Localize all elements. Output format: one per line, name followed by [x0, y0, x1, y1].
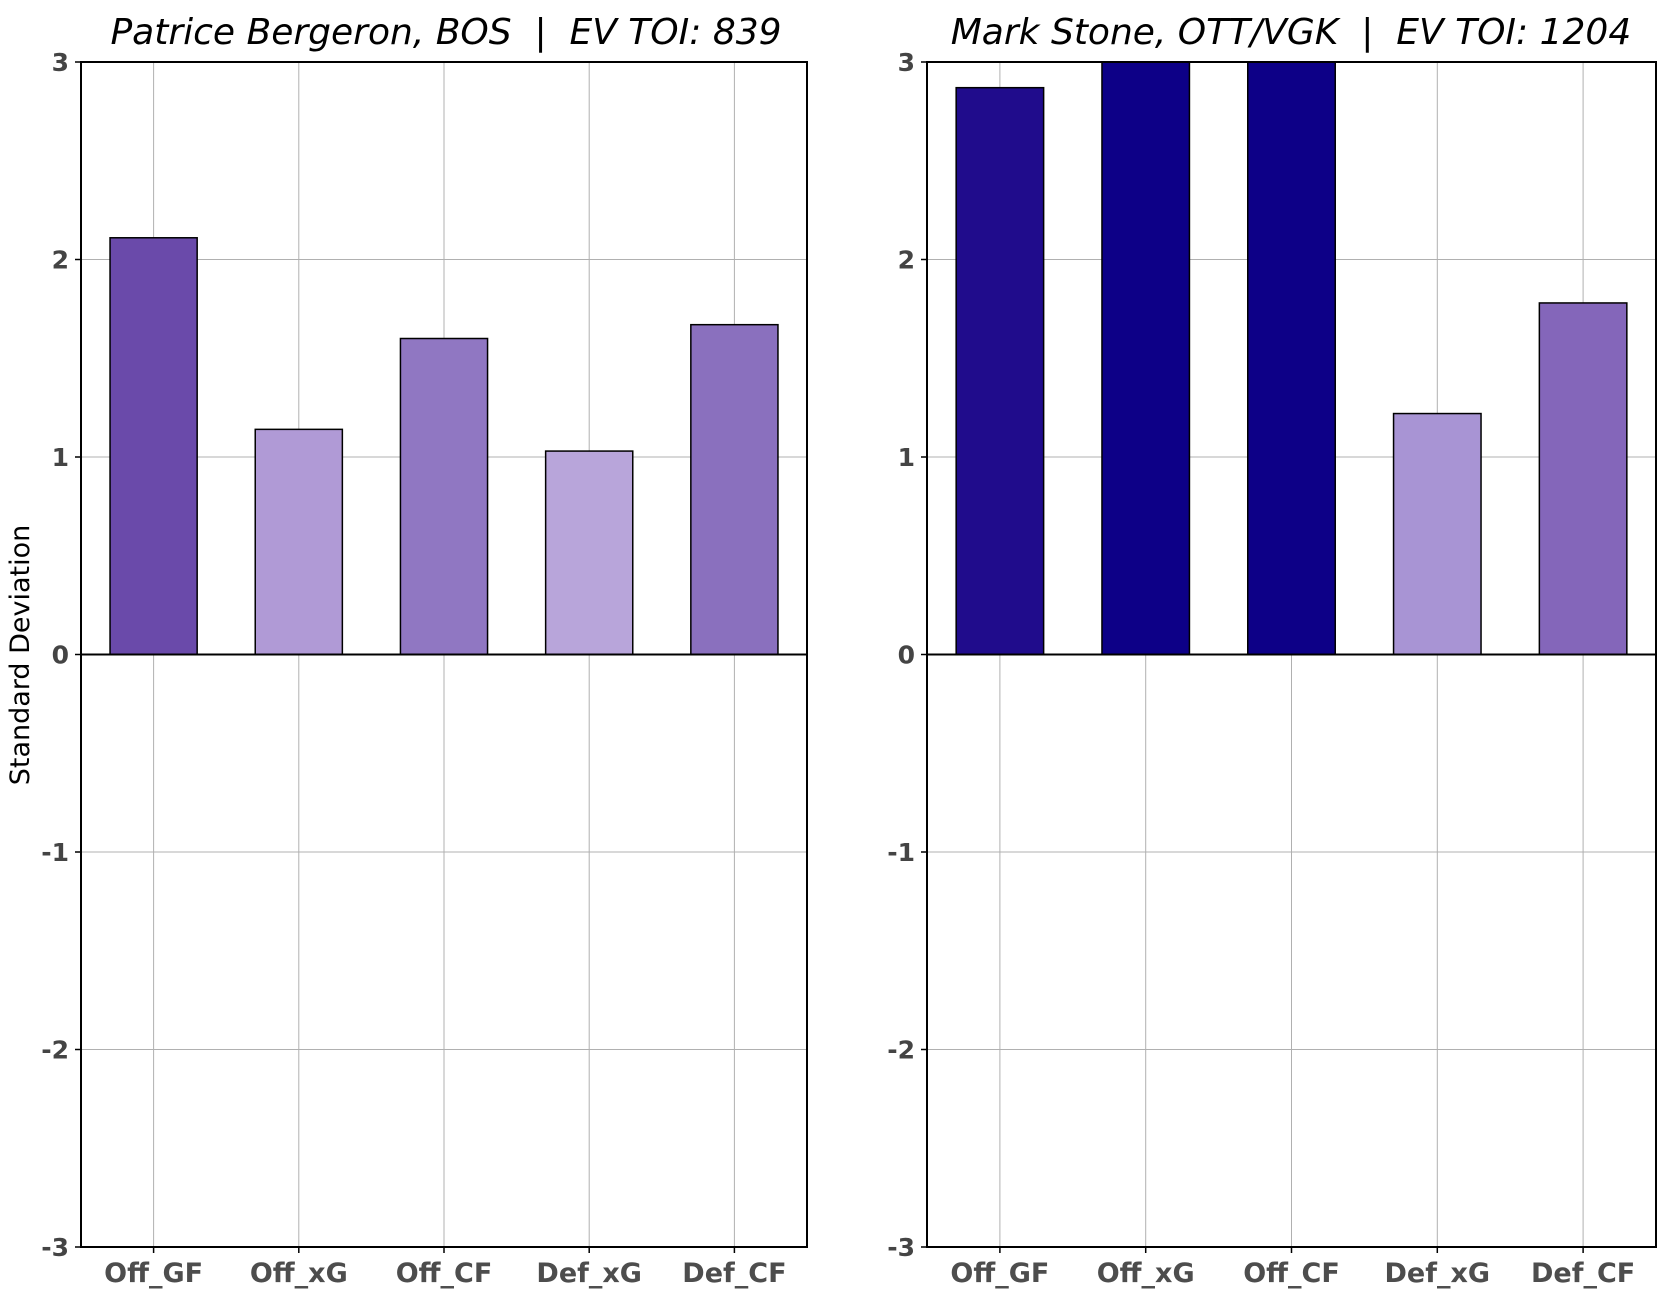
- right-y-tick-label: 1: [898, 443, 915, 472]
- left-x-tick-label: Off_CF: [396, 1258, 493, 1289]
- right-panel: Mark Stone, OTT/VGK | EV TOI: 1204 3 2 1 0 -…: [887, 12, 1657, 1289]
- right-y-tick-label: -1: [887, 838, 915, 867]
- left-chart-title: Patrice Bergeron, BOS | EV TOI: 839: [110, 12, 781, 53]
- left-bars: [109, 237, 779, 656]
- right-y-tick-label: 2: [898, 246, 915, 275]
- right-x-tick-label: Def_xG: [1385, 1258, 1491, 1289]
- left-bar-def-cf: [690, 323, 779, 656]
- right-y-tick-label: -2: [887, 1036, 915, 1065]
- right-y-tick-label: 3: [898, 48, 915, 77]
- right-bar-def-cf: [1538, 302, 1628, 656]
- left-x-tick-label: Def_xG: [536, 1258, 642, 1289]
- right-bar-off-xg: [1101, 61, 1191, 656]
- left-bar-def-xg: [544, 450, 634, 656]
- left-x-tick-label: Def_CF: [682, 1258, 786, 1289]
- left-y-tick-label: -1: [41, 838, 69, 867]
- left-y-tick-label: 3: [52, 48, 69, 77]
- left-x-tick-label: Off_xG: [250, 1258, 348, 1289]
- left-y-tick-label: 0: [52, 641, 69, 670]
- y-axis-label: Standard Deviation: [5, 525, 36, 786]
- right-x-tick-label: Def_CF: [1531, 1258, 1635, 1289]
- left-x-ticks: Off_GF Off_xG Off_CF Def_xG Def_CF: [104, 1247, 787, 1289]
- right-bar-off-gf: [955, 86, 1045, 656]
- right-x-tick-label: Off_CF: [1243, 1258, 1340, 1289]
- right-bars: [955, 61, 1628, 656]
- left-y-tick-label: 1: [52, 443, 69, 472]
- right-chart-title: Mark Stone, OTT/VGK | EV TOI: 1204: [951, 12, 1631, 53]
- left-bar-off-cf: [399, 337, 489, 656]
- right-bar-def-xg: [1392, 412, 1482, 656]
- left-y-tick-label: -2: [41, 1036, 69, 1065]
- left-y-tick-label: -3: [41, 1233, 69, 1262]
- right-y-tick-label: -3: [887, 1233, 915, 1262]
- left-x-tick-label: Off_GF: [104, 1258, 203, 1289]
- right-x-tick-label: Off_xG: [1097, 1258, 1195, 1289]
- left-bar-off-xg: [254, 428, 344, 656]
- right-y-tick-label: 0: [898, 641, 915, 670]
- right-y-ticks: 3 2 1 0 -1 -2 -3: [887, 48, 927, 1262]
- right-bar-off-cf: [1247, 61, 1336, 656]
- left-bar-off-gf: [109, 237, 198, 656]
- left-y-tick-label: 2: [52, 246, 69, 275]
- right-x-ticks: Off_GF Off_xG Off_CF Def_xG Def_CF: [950, 1247, 1635, 1289]
- right-x-tick-label: Off_GF: [950, 1258, 1049, 1289]
- left-y-ticks: 3 2 1 0 -1 -2 -3: [41, 48, 81, 1262]
- left-panel: Patrice Bergeron, BOS | EV TOI: 839 3 2 1 0…: [41, 12, 808, 1289]
